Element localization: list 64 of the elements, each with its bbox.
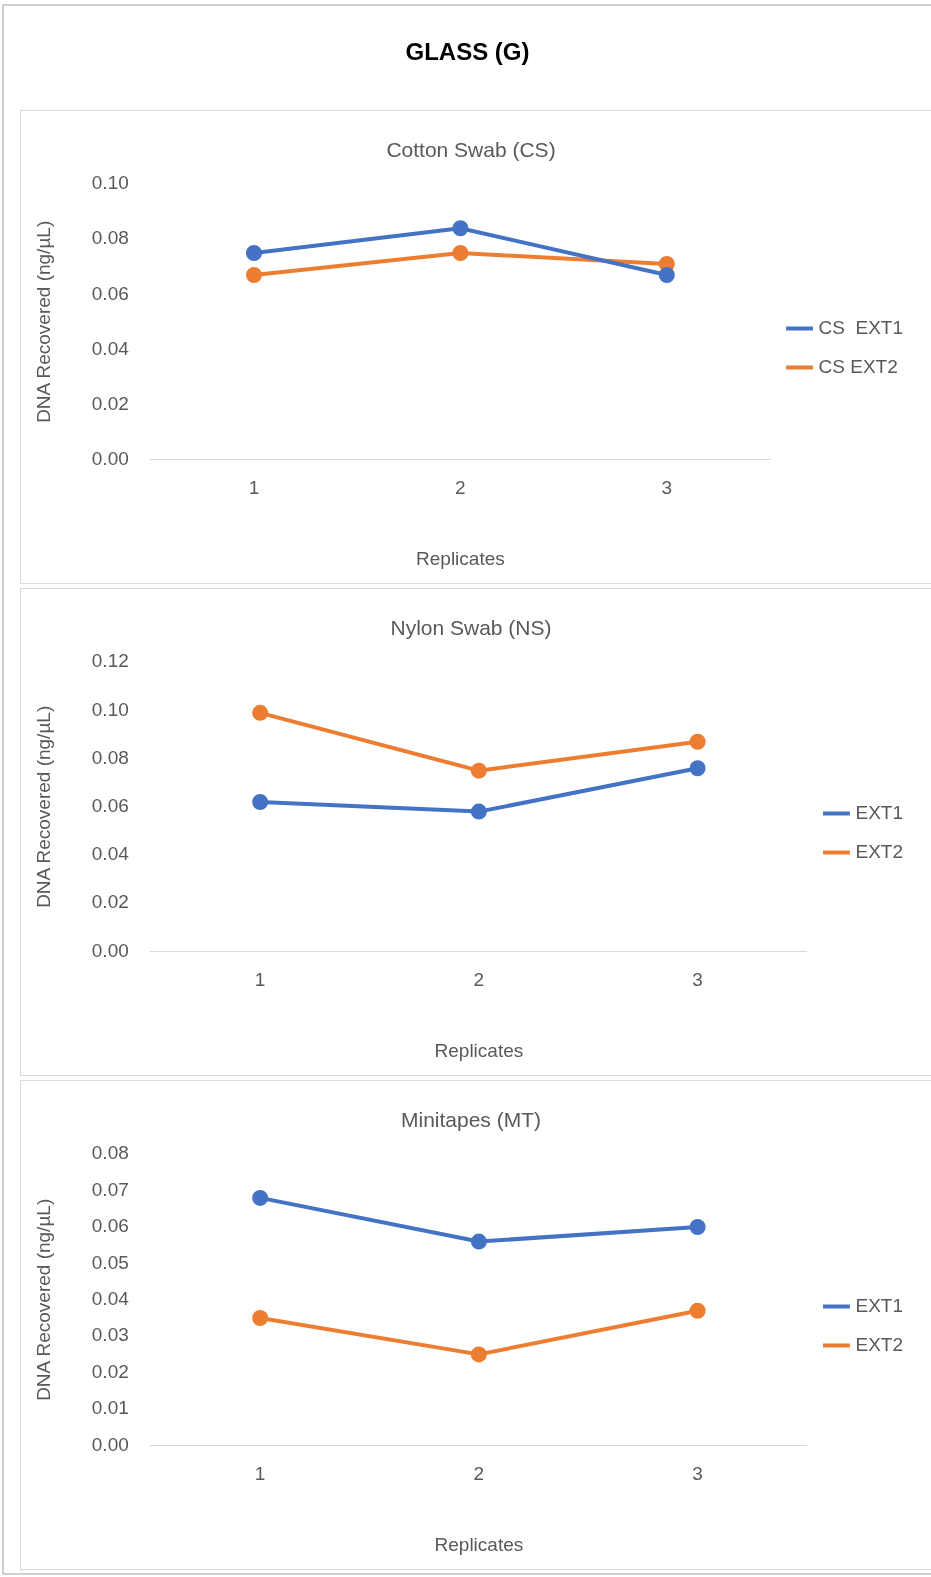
- y-tick-label: 0.05: [91, 1251, 129, 1273]
- point: [658, 267, 675, 284]
- chart-title: Minitapes (MT): [400, 1108, 542, 1132]
- y-tick-label: 0.07: [91, 1178, 129, 1200]
- x-tick-label: 2: [473, 969, 485, 991]
- y-tick-label: 0.08: [91, 746, 129, 768]
- y-axis-title: DNA Recovered (ng/µL): [32, 705, 54, 908]
- y-tick-label: 0.10: [91, 172, 129, 194]
- x-axis-title: Replicates: [434, 1039, 524, 1061]
- chart-subtitle: Cotton Swab (CS): [386, 138, 556, 162]
- chart-title: Nylon Swab (NS): [390, 616, 552, 640]
- point: [689, 760, 706, 777]
- legend-label: CS EXT2: [818, 355, 898, 377]
- y-tick-label: 0.04: [91, 337, 130, 359]
- point: [470, 1233, 487, 1250]
- y-tick-label: 0.01: [91, 1397, 129, 1419]
- y-tick-label: 0.10: [91, 698, 129, 720]
- point: [245, 245, 262, 261]
- y-tick-label: 0.04: [91, 1288, 130, 1310]
- point: [252, 793, 269, 810]
- point: [470, 1346, 487, 1363]
- point: [689, 1219, 706, 1235]
- point: [452, 245, 469, 261]
- chart-title: GLASS (G): [404, 37, 531, 67]
- legend-label: EXT2: [855, 1333, 904, 1355]
- legend-label: CS EXT1: [818, 316, 904, 338]
- point: [470, 762, 487, 779]
- point: [252, 1189, 269, 1206]
- point: [252, 704, 269, 721]
- y-tick-label: 0.06: [91, 282, 129, 304]
- y-tick-label: 0.00: [91, 939, 129, 961]
- legend-label: EXT1: [855, 1294, 904, 1316]
- x-tick-label: 2: [455, 477, 466, 499]
- y-tick-label: 0.04: [91, 843, 130, 865]
- x-tick-label: 3: [692, 1463, 703, 1485]
- y-tick-label: 0.08: [91, 1142, 129, 1164]
- y-tick-label: 0.03: [91, 1324, 129, 1346]
- y-tick-label: 0.02: [91, 891, 129, 913]
- x-tick-label: 2: [473, 1463, 485, 1485]
- y-axis-title: DNA Recovered (ng/µL): [32, 1198, 54, 1401]
- y-axis-title: DNA Recovered (ng/µL): [32, 220, 54, 423]
- point: [689, 733, 706, 750]
- x-axis-title: Replicates: [434, 1533, 524, 1555]
- y-tick-label: 0.02: [91, 392, 129, 414]
- x-tick-label: 1: [248, 477, 260, 499]
- point: [470, 803, 487, 820]
- legend-label: EXT2: [855, 840, 904, 862]
- point: [245, 267, 262, 284]
- legend-label: EXT1: [855, 801, 904, 823]
- y-tick-label: 0.02: [91, 1360, 129, 1382]
- y-tick-label: 0.00: [91, 1433, 129, 1455]
- x-tick-label: 3: [661, 477, 673, 499]
- x-tick-label: 1: [254, 1463, 266, 1485]
- y-tick-label: 0.12: [91, 650, 129, 672]
- x-axis-title: Replicates: [416, 547, 505, 569]
- x-tick-label: 1: [254, 969, 266, 991]
- y-tick-label: 0.06: [91, 795, 129, 817]
- point: [252, 1310, 269, 1326]
- point: [452, 220, 469, 237]
- y-tick-label: 0.00: [91, 447, 129, 469]
- point: [689, 1302, 706, 1319]
- y-tick-label: 0.06: [91, 1215, 129, 1237]
- y-tick-label: 0.08: [91, 227, 129, 249]
- x-tick-label: 3: [692, 969, 703, 991]
